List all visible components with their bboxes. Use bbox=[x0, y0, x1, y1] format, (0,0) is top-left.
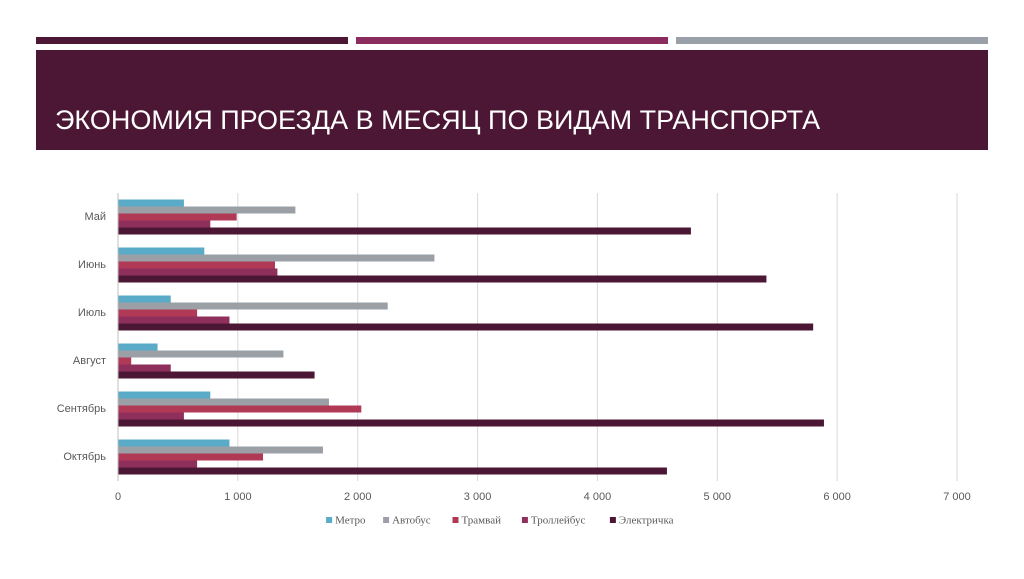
legend-swatch bbox=[521, 517, 528, 523]
bar bbox=[118, 213, 237, 221]
bar bbox=[118, 467, 667, 475]
x-tick-label: 7 000 bbox=[943, 491, 971, 503]
x-tick-label: 4 000 bbox=[584, 491, 612, 503]
bar bbox=[118, 398, 329, 406]
bar bbox=[118, 323, 814, 331]
y-tick-label: Июнь bbox=[78, 259, 106, 271]
legend-label: Метро bbox=[335, 515, 366, 527]
stripe bbox=[676, 37, 988, 44]
legend-label: Троллейбус bbox=[531, 515, 586, 527]
legend-label: Автобус bbox=[392, 515, 431, 527]
bar bbox=[118, 371, 315, 379]
bar bbox=[118, 405, 362, 413]
bar bbox=[118, 254, 435, 262]
bar bbox=[118, 309, 198, 317]
bar bbox=[118, 247, 205, 255]
bar bbox=[118, 350, 284, 358]
bar bbox=[118, 419, 824, 427]
x-tick-label: 1 000 bbox=[224, 491, 252, 503]
legend-swatch bbox=[609, 517, 616, 523]
bar bbox=[118, 199, 184, 207]
y-tick-label: Май bbox=[84, 211, 106, 223]
bar bbox=[118, 295, 171, 303]
bar bbox=[118, 343, 158, 351]
y-tick-label: Июль bbox=[78, 307, 106, 319]
bar bbox=[118, 302, 388, 310]
bar bbox=[118, 439, 230, 447]
bar bbox=[118, 460, 198, 468]
bar bbox=[118, 412, 184, 420]
title-band bbox=[36, 50, 988, 150]
x-tick-label: 6 000 bbox=[823, 491, 851, 503]
bar bbox=[118, 268, 278, 276]
y-tick-label: Сентябрь bbox=[57, 403, 107, 415]
bar bbox=[118, 261, 276, 269]
bar bbox=[118, 206, 296, 214]
legend-swatch bbox=[383, 517, 390, 523]
bar bbox=[118, 357, 132, 365]
bar bbox=[118, 453, 264, 461]
x-tick-label: 3 000 bbox=[464, 491, 492, 503]
bar bbox=[118, 275, 767, 283]
stripe bbox=[356, 37, 668, 44]
legend-swatch bbox=[452, 517, 459, 523]
x-tick-label: 2 000 bbox=[344, 491, 372, 503]
x-tick-label: 5 000 bbox=[704, 491, 732, 503]
bar bbox=[118, 446, 323, 454]
legend-swatch bbox=[326, 517, 333, 523]
bar bbox=[118, 227, 691, 235]
chart-title: ЭКОНОМИЯ ПРОЕЗДА В МЕСЯЦ ПО ВИДАМ ТРАНСП… bbox=[55, 105, 820, 135]
bar bbox=[118, 391, 211, 399]
x-tick-label: 0 bbox=[115, 491, 121, 503]
stripe bbox=[36, 37, 348, 44]
y-tick-label: Октябрь bbox=[63, 451, 106, 463]
y-tick-label: Август bbox=[73, 355, 106, 367]
legend-label: Трамвай bbox=[462, 515, 502, 527]
legend-label: Электричка bbox=[619, 515, 674, 527]
bar bbox=[118, 364, 171, 372]
bar bbox=[118, 220, 211, 228]
bar bbox=[118, 316, 230, 324]
